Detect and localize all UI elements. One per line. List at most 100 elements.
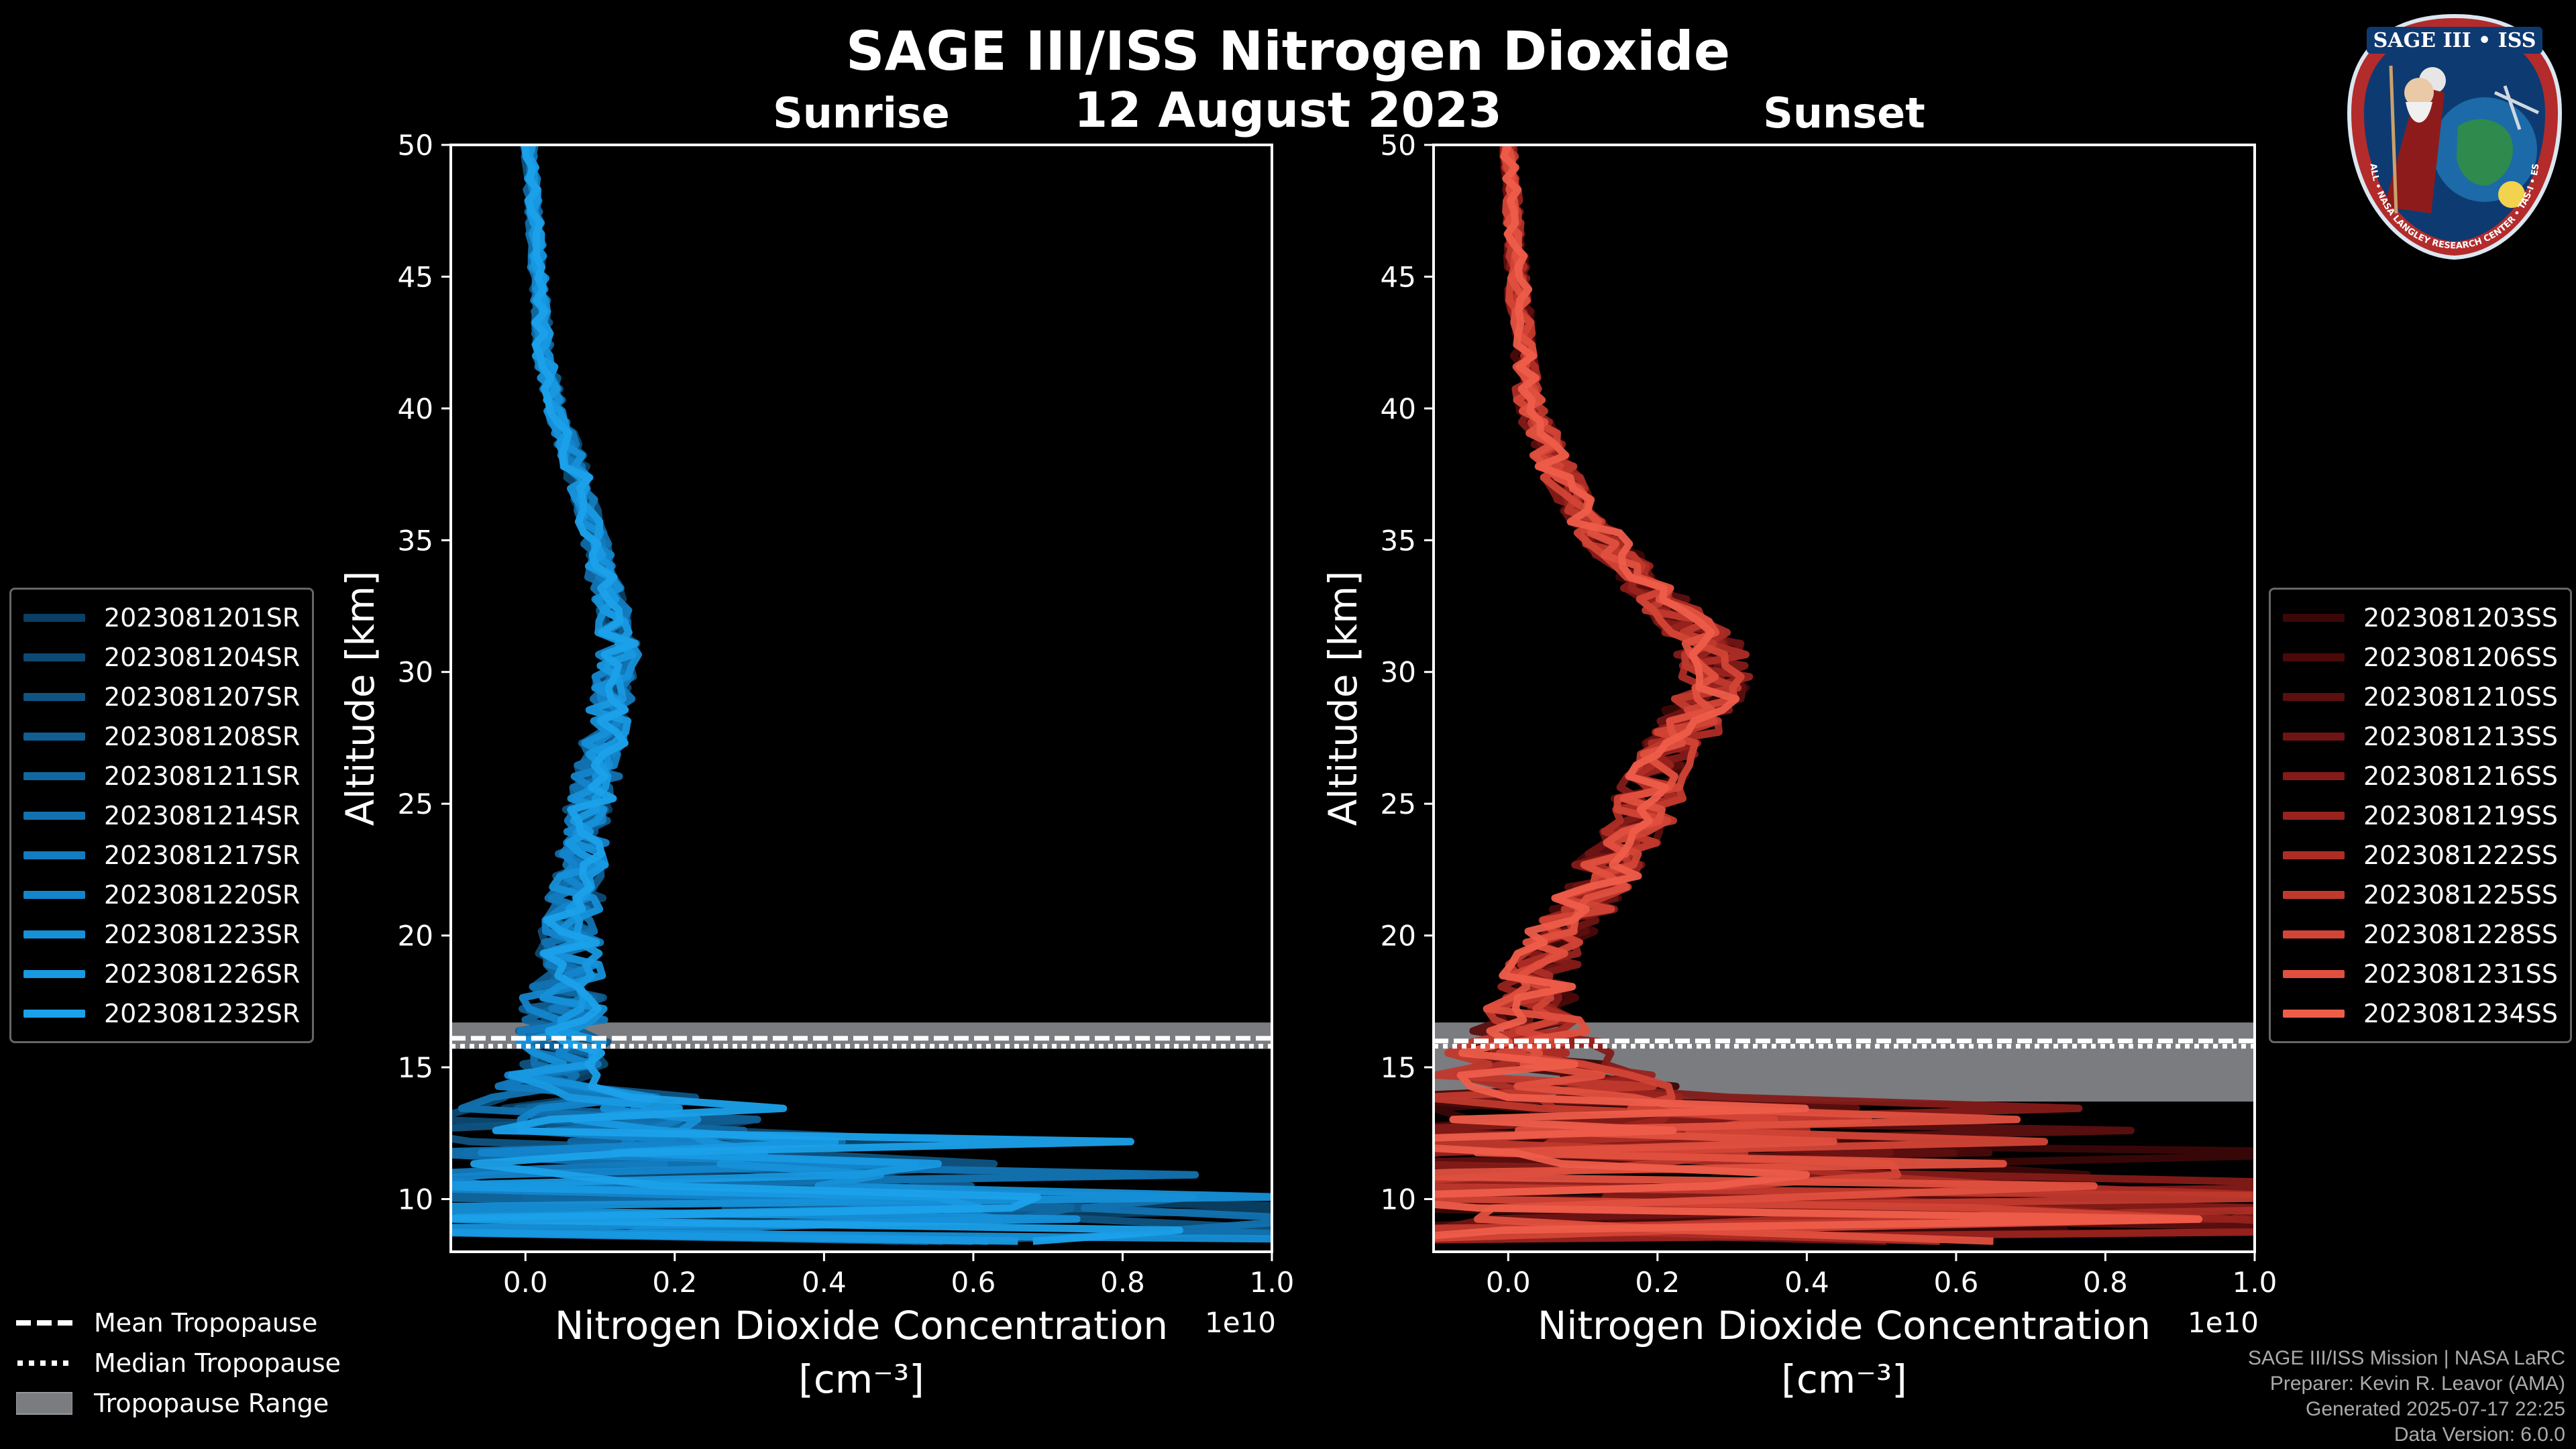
sunrise-legend-item: 2023081220SR	[23, 875, 300, 914]
legend-swatch	[23, 732, 85, 741]
dotted-line-swatch	[17, 1360, 72, 1366]
sunset-x-multiplier: 1e10	[2188, 1306, 2259, 1339]
sunrise-plot-area	[451, 145, 1272, 1245]
sunset-legend-item: 2023081231SS	[2283, 954, 2558, 994]
legend-tropopause-range: Tropopause Range	[16, 1383, 341, 1424]
legend-label: 2023081217SR	[104, 840, 301, 870]
sunset-plot-area	[1434, 145, 2255, 1245]
sunset-legend-item: 2023081219SS	[2283, 796, 2558, 835]
legend-swatch	[23, 851, 85, 859]
sunset-ytick-label-45: 45	[1381, 260, 1416, 293]
legend-label: 2023081219SS	[2363, 800, 2559, 830]
legend-swatch	[2283, 732, 2345, 741]
legend-label: 2023081210SS	[2363, 682, 2559, 712]
legend-swatch	[23, 890, 85, 899]
sunrise-legend-item: 2023081226SR	[23, 954, 300, 994]
sunrise-legend-item: 2023081214SR	[23, 796, 300, 835]
legend-swatch	[2283, 811, 2345, 820]
sunrise-series-2023081211SR	[451, 145, 1075, 1245]
footer-preparer: Preparer: Kevin R. Leavor (AMA)	[2269, 1373, 2565, 1395]
sunrise-xtick-label-1.0: 1.0	[1250, 1266, 1295, 1299]
sunrise-xtick-label-0.4: 0.4	[802, 1266, 847, 1299]
legend-swatch	[23, 930, 85, 938]
sunrise-legend-item: 2023081201SR	[23, 598, 300, 637]
legend-swatch	[2283, 653, 2345, 661]
sunrise-ytick-label-10: 10	[398, 1183, 433, 1216]
sunset-xaxis-label: Nitrogen Dioxide Concentration	[1538, 1303, 2151, 1348]
sunset-legend-item: 2023081234SS	[2283, 994, 2558, 1033]
legend-swatch	[23, 692, 85, 701]
sunset-axes-frame	[1432, 144, 2256, 1253]
sunrise-xtick-label-0.6: 0.6	[951, 1266, 996, 1299]
legend-label: 2023081223SR	[104, 919, 301, 949]
sunrise-yaxis-label: Altitude [km]	[337, 571, 383, 826]
legend-label: 2023081220SR	[104, 879, 301, 910]
sunrise-x-multiplier: 1e10	[1205, 1306, 1276, 1339]
legend-label: 2023081231SS	[2363, 959, 2559, 989]
sunrise-ytick-label-45: 45	[398, 260, 433, 293]
legend-swatch	[2283, 969, 2345, 978]
sunrise-ytick-label-40: 40	[398, 392, 433, 425]
legend-label: 2023081234SS	[2363, 998, 2559, 1028]
legend-median-label: Median Tropopause	[94, 1348, 341, 1378]
sunset-panel-title: Sunset	[1763, 89, 1925, 138]
sunset-ytick-label-40: 40	[1381, 392, 1416, 425]
sunrise-xaxis-units: [cm⁻³]	[798, 1356, 924, 1402]
legend-label: 2023081211SR	[104, 761, 301, 791]
sunrise-series-2023081232SR	[451, 145, 1183, 1245]
sunset-ytick-label-10: 10	[1381, 1183, 1416, 1216]
legend-label: 2023081225SS	[2363, 879, 2559, 910]
sunset-legend-item: 2023081203SS	[2283, 598, 2558, 637]
sunset-legend-item: 2023081206SS	[2283, 637, 2558, 677]
legend-label: 2023081207SR	[104, 682, 301, 712]
legend-swatch	[2283, 613, 2345, 622]
sunrise-legend-item: 2023081223SR	[23, 914, 300, 954]
legend-label: 2023081232SR	[104, 998, 301, 1028]
legend-label: 2023081206SS	[2363, 642, 2559, 672]
dashed-line-swatch	[16, 1320, 72, 1326]
footer-generated: Generated 2025-07-17 22:25	[2306, 1398, 2565, 1420]
sunrise-series-2023081201SR	[451, 145, 1272, 1245]
sunset-ytick-label-20: 20	[1381, 920, 1416, 953]
sunset-xtick-label-1.0: 1.0	[2233, 1266, 2277, 1299]
tropopause-legend: Mean Tropopause Median Tropopause Tropop…	[16, 1303, 341, 1424]
sunrise-ytick-label-15: 15	[398, 1051, 433, 1084]
sunset-xtick-label-0.2: 0.2	[1635, 1266, 1680, 1299]
sunrise-xtick-label-0.0: 0.0	[503, 1266, 548, 1299]
sunset-ytick-label-15: 15	[1381, 1051, 1416, 1084]
sunrise-legend-item: 2023081211SR	[23, 756, 300, 796]
sunrise-series-2023081220SR	[451, 145, 1003, 1245]
sunrise-legend-item: 2023081208SR	[23, 716, 300, 756]
logo-top-text: SAGE III • ISS	[2373, 29, 2536, 52]
sunrise-legend-item: 2023081217SR	[23, 835, 300, 875]
sunrise-ytick-label-50: 50	[398, 129, 433, 162]
sunrise-xtick-label-0.8: 0.8	[1100, 1266, 1145, 1299]
sunrise-legend-item: 2023081232SR	[23, 994, 300, 1033]
sunrise-xaxis-label: Nitrogen Dioxide Concentration	[555, 1303, 1168, 1348]
sunset-ytick-label-25: 25	[1381, 788, 1416, 820]
sunrise-axes-frame	[449, 144, 1273, 1253]
sunrise-ytick-label-35: 35	[398, 524, 433, 557]
legend-label: 2023081208SR	[104, 721, 301, 751]
sunrise-legend-item: 2023081204SR	[23, 637, 300, 677]
footer-mission: SAGE III/ISS Mission | NASA LaRC	[2248, 1347, 2565, 1369]
legend-swatch	[23, 969, 85, 978]
sunrise-legend: 2023081201SR 2023081204SR 2023081207SR 2023…	[9, 588, 315, 1043]
legend-swatch	[23, 771, 85, 780]
sunset-legend: 2023081203SS 2023081206SS 2023081210SS 2023…	[2269, 588, 2573, 1043]
sage-mission-logo-icon: SAGE III • ISS BALL • NASA LANGLEY RESEA…	[2344, 12, 2563, 260]
sunset-legend-item: 2023081210SS	[2283, 677, 2558, 716]
sunset-legend-item: 2023081213SS	[2283, 716, 2558, 756]
range-fill-swatch	[16, 1392, 72, 1415]
sunset-xtick-label-0.4: 0.4	[1784, 1266, 1829, 1299]
legend-swatch	[2283, 890, 2345, 899]
sunrise-ytick-label-20: 20	[398, 920, 433, 953]
legend-label: 2023081214SR	[104, 800, 301, 830]
sunset-legend-item: 2023081228SS	[2283, 914, 2558, 954]
chart-date: 12 August 2023	[1074, 82, 1502, 138]
legend-label: 2023081201SR	[104, 602, 301, 633]
legend-swatch	[2283, 1009, 2345, 1018]
sunset-xtick-label-0.8: 0.8	[2083, 1266, 2128, 1299]
sunrise-ytick-label-25: 25	[398, 788, 433, 820]
